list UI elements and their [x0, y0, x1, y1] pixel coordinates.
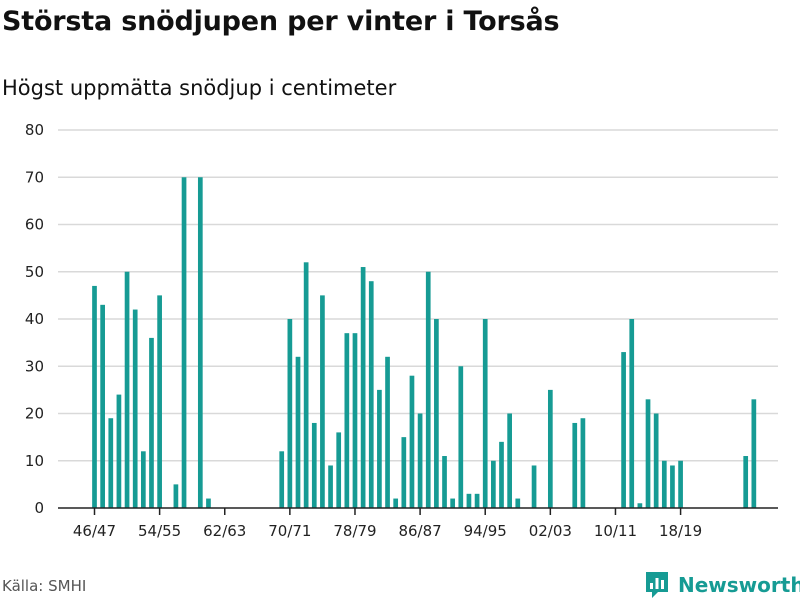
x-tick-label: 70/71 [268, 522, 311, 540]
bar-17/18 [670, 465, 675, 508]
bar-47/48 [100, 304, 105, 508]
bar-79/80 [360, 267, 366, 508]
x-tick-label: 46/47 [73, 522, 116, 540]
bar-82/83 [385, 356, 390, 508]
bar-87/88 [425, 271, 431, 508]
y-tick-label: 80 [25, 121, 44, 139]
bar-02/03 [547, 389, 553, 509]
bar-96/97 [499, 441, 504, 508]
bar-chart: 0 10 20 30 40 50 60 70 80 46/47 54/55 62/63 70/71 78/… [25, 121, 778, 540]
bar-89/90 [442, 456, 447, 508]
bar-91/92 [458, 366, 464, 508]
bar-93/94 [474, 493, 480, 508]
y-tick-label: 70 [25, 168, 44, 186]
brand-name: Newsworthy [678, 573, 800, 597]
bar-00/01 [531, 465, 537, 508]
bar-51/52 [132, 309, 138, 508]
bar-05/06 [572, 422, 578, 508]
bar-84/85 [401, 437, 407, 509]
bar-90/91 [450, 498, 456, 508]
y-tick-label: 30 [25, 357, 44, 375]
bar-48/49 [108, 418, 114, 508]
bar-69/70 [279, 451, 285, 508]
bar-97/98 [507, 413, 512, 508]
bar-06/07 [580, 418, 586, 508]
y-tick-label: 10 [25, 452, 44, 470]
bar-83/84 [393, 498, 399, 508]
chart-subtitle: Högst uppmätta snödjup i centimeter [2, 76, 397, 100]
bar-57/58 [181, 177, 187, 508]
bar-73/74 [311, 422, 317, 508]
x-tick-label: 18/19 [659, 522, 702, 540]
x-tick-label: 62/63 [203, 522, 246, 540]
x-tick-label: 78/79 [333, 522, 376, 540]
y-tick-label: 40 [25, 310, 44, 328]
bar-94/95 [482, 319, 488, 508]
chart-title: Största snödjupen per vinter i Torsås [2, 6, 560, 37]
bar-13/14 [637, 503, 643, 508]
bar-26/27 [743, 456, 749, 508]
bar-81/82 [377, 389, 382, 509]
bar-52/53 [140, 451, 146, 508]
bar-56/57 [173, 484, 179, 509]
bar-72/73 [303, 262, 309, 508]
y-tick-label: 20 [25, 405, 44, 423]
y-tick-label: 60 [25, 216, 44, 234]
source-note: Källa: SMHI [2, 577, 87, 595]
bar-86/87 [417, 413, 423, 508]
bar-70/71 [287, 319, 293, 508]
bar-77/78 [344, 333, 350, 508]
bar-18/19 [678, 460, 683, 508]
bar-53/54 [149, 337, 154, 508]
bar-54/55 [157, 295, 162, 509]
bar-27/28 [751, 399, 757, 508]
y-tick-label: 0 [34, 499, 44, 517]
x-tick-label: 02/03 [529, 522, 572, 540]
bar-71/72 [295, 356, 301, 508]
bar-78/79 [352, 333, 358, 508]
gridlines [58, 129, 778, 462]
x-tick-label: 10/11 [594, 522, 637, 540]
bar-11/12 [621, 352, 626, 508]
bar-74/75 [320, 295, 325, 509]
bar-92/93 [466, 493, 472, 508]
brand-logo: Newsworthy [644, 570, 800, 600]
bar-76/77 [336, 432, 342, 508]
axes: 0 10 20 30 40 50 60 70 80 46/47 54/55 62/63 70/71 78/… [25, 121, 778, 540]
bar-46/47 [92, 285, 97, 508]
bar-60/61 [206, 498, 211, 508]
x-tick-label: 86/87 [398, 522, 441, 540]
newsworthy-logo-icon [646, 572, 668, 598]
bar-85/86 [409, 375, 415, 508]
x-tick-label: 54/55 [138, 522, 181, 540]
bar-49/50 [116, 394, 122, 508]
bar-16/17 [661, 460, 667, 508]
bar-59/60 [197, 177, 203, 508]
bar-95/96 [491, 460, 496, 508]
bar-50/51 [124, 271, 130, 508]
bar-80/81 [368, 281, 374, 508]
bar-98/99 [515, 498, 521, 508]
y-tick-label: 50 [25, 263, 44, 281]
bar-14/15 [645, 399, 651, 508]
x-tick-label: 94/95 [464, 522, 507, 540]
bar-75/76 [328, 465, 333, 508]
bar-88/89 [434, 319, 439, 508]
bars [92, 177, 757, 509]
bar-15/16 [653, 413, 659, 508]
bar-12/13 [629, 319, 635, 508]
